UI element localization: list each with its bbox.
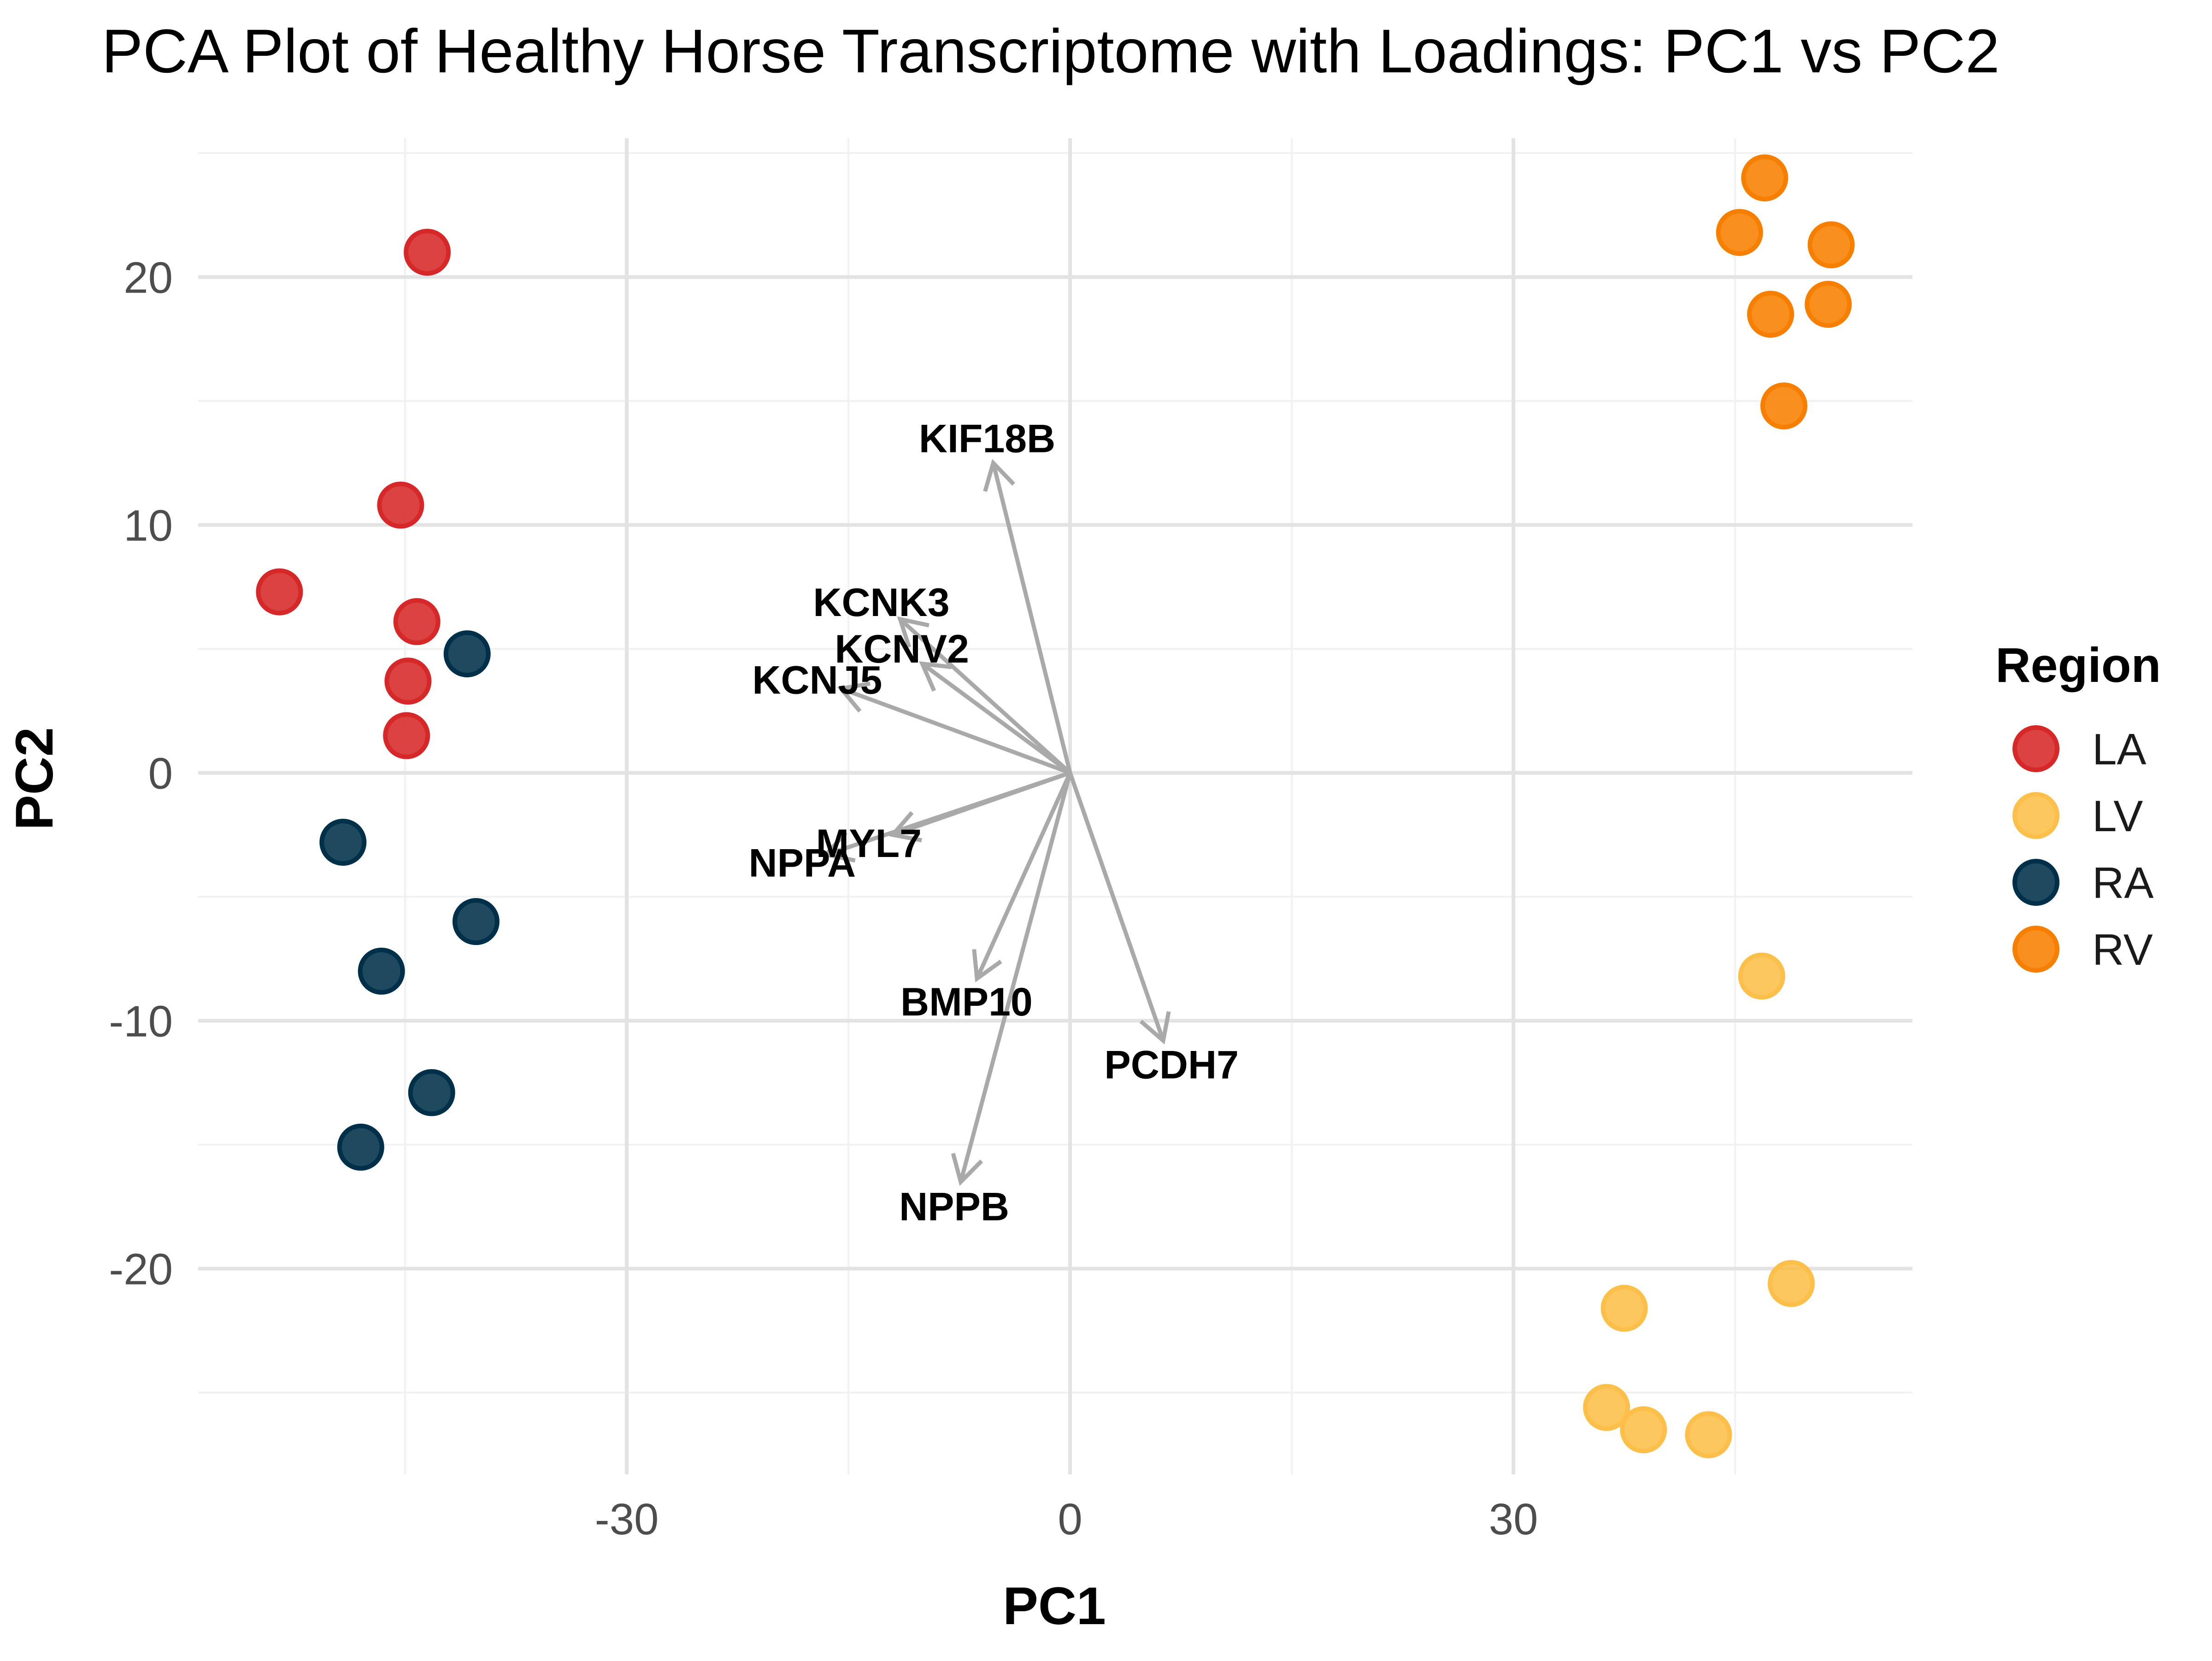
loading-label-kcnj5: KCNJ5 <box>752 658 882 702</box>
loading-label-kif18b: KIF18B <box>919 417 1055 461</box>
loading-arrowhead-kcnv2 <box>919 661 952 692</box>
point-rv <box>1760 382 1807 430</box>
point-lv <box>1620 1406 1667 1454</box>
point-lv <box>1738 952 1785 1000</box>
point-la <box>404 229 451 276</box>
loading-arrow-pcdh7 <box>1068 772 1165 1041</box>
loading-arrow-nppb <box>959 772 1072 1183</box>
loading-arrowhead-nppb <box>951 1153 983 1186</box>
y-axis-title: PC2 <box>5 727 64 830</box>
legend: Region LA LV RA RV <box>1995 638 2161 974</box>
legend-title: Region <box>1995 638 2161 693</box>
y-tick-label: 20 <box>124 253 173 302</box>
legend-key-lv <box>2012 792 2059 839</box>
chart-title: PCA Plot of Healthy Horse Transcriptome … <box>102 17 2000 86</box>
x-tick-label: 30 <box>1489 1495 1538 1544</box>
loading-arrowhead-nppa <box>822 831 856 863</box>
x-axis-title: PC1 <box>1003 1577 1106 1636</box>
point-rv <box>1807 221 1855 269</box>
point-ra <box>452 898 500 945</box>
legend-key-la <box>2012 725 2059 772</box>
point-la <box>256 568 303 616</box>
loading-arrowhead-myl7 <box>888 811 922 843</box>
x-tick-label: 0 <box>1058 1495 1082 1544</box>
point-rv <box>1747 291 1794 338</box>
point-rv <box>1741 154 1788 202</box>
loading-label-nppa: NPPA <box>749 841 856 885</box>
sample-points <box>256 154 1855 1458</box>
loading-arrow-kcnj5 <box>840 687 1071 775</box>
point-lv <box>1685 1411 1732 1458</box>
point-ra <box>443 630 491 678</box>
loading-label-bmp10: BMP10 <box>900 980 1033 1024</box>
loading-label-kcnv2: KCNV2 <box>835 627 969 671</box>
tick-labels: -30 0 30 -20 -10 0 10 20 <box>109 253 1538 1544</box>
x-tick-label: -30 <box>595 1495 659 1544</box>
point-ra <box>337 1123 384 1171</box>
legend-key-ra <box>2012 859 2059 906</box>
point-lv <box>1768 1260 1815 1307</box>
point-rv <box>1716 209 1763 256</box>
legend-label-la: LA <box>2092 725 2146 774</box>
point-ra <box>358 947 405 995</box>
loading-arrow-nppa <box>825 771 1071 857</box>
legend-key-rv <box>2012 926 2059 973</box>
loading-label-kcnk3: KCNK3 <box>813 581 949 625</box>
point-ra <box>408 1069 455 1116</box>
loading-arrowhead-kcnj5 <box>837 681 871 713</box>
point-la <box>384 657 432 705</box>
y-tick-label: 0 <box>148 749 173 798</box>
loading-arrowhead-pcdh7 <box>1139 1011 1171 1045</box>
loading-label-myl7: MYL7 <box>816 822 922 866</box>
point-lv <box>1600 1285 1648 1332</box>
point-rv <box>1805 281 1852 328</box>
loading-arrow-bmp10 <box>975 772 1072 980</box>
legend-label-lv: LV <box>2092 792 2143 841</box>
point-la <box>383 712 430 759</box>
point-ra <box>319 819 367 866</box>
loading-arrows <box>822 459 1171 1186</box>
legend-label-ra: RA <box>2092 858 2153 908</box>
legend-label-rv: RV <box>2092 925 2153 974</box>
point-la <box>377 481 424 529</box>
loading-arrow-kcnv2 <box>921 662 1071 775</box>
y-tick-label: -10 <box>109 997 173 1046</box>
point-la <box>393 598 441 646</box>
loading-arrowhead-kif18b <box>983 459 1015 492</box>
gridlines <box>198 138 1912 1474</box>
y-tick-label: -20 <box>109 1244 173 1294</box>
y-tick-label: 10 <box>124 501 173 550</box>
loading-label-pcdh7: PCDH7 <box>1104 1043 1239 1087</box>
loading-arrow-kif18b <box>991 462 1072 774</box>
loading-arrowhead-bmp10 <box>972 949 1002 983</box>
loading-label-nppb: NPPB <box>899 1185 1009 1229</box>
point-lv <box>1583 1384 1630 1431</box>
loading-arrow-kcnk3 <box>899 617 1072 775</box>
loading-arrowhead-kcnk3 <box>897 616 930 648</box>
